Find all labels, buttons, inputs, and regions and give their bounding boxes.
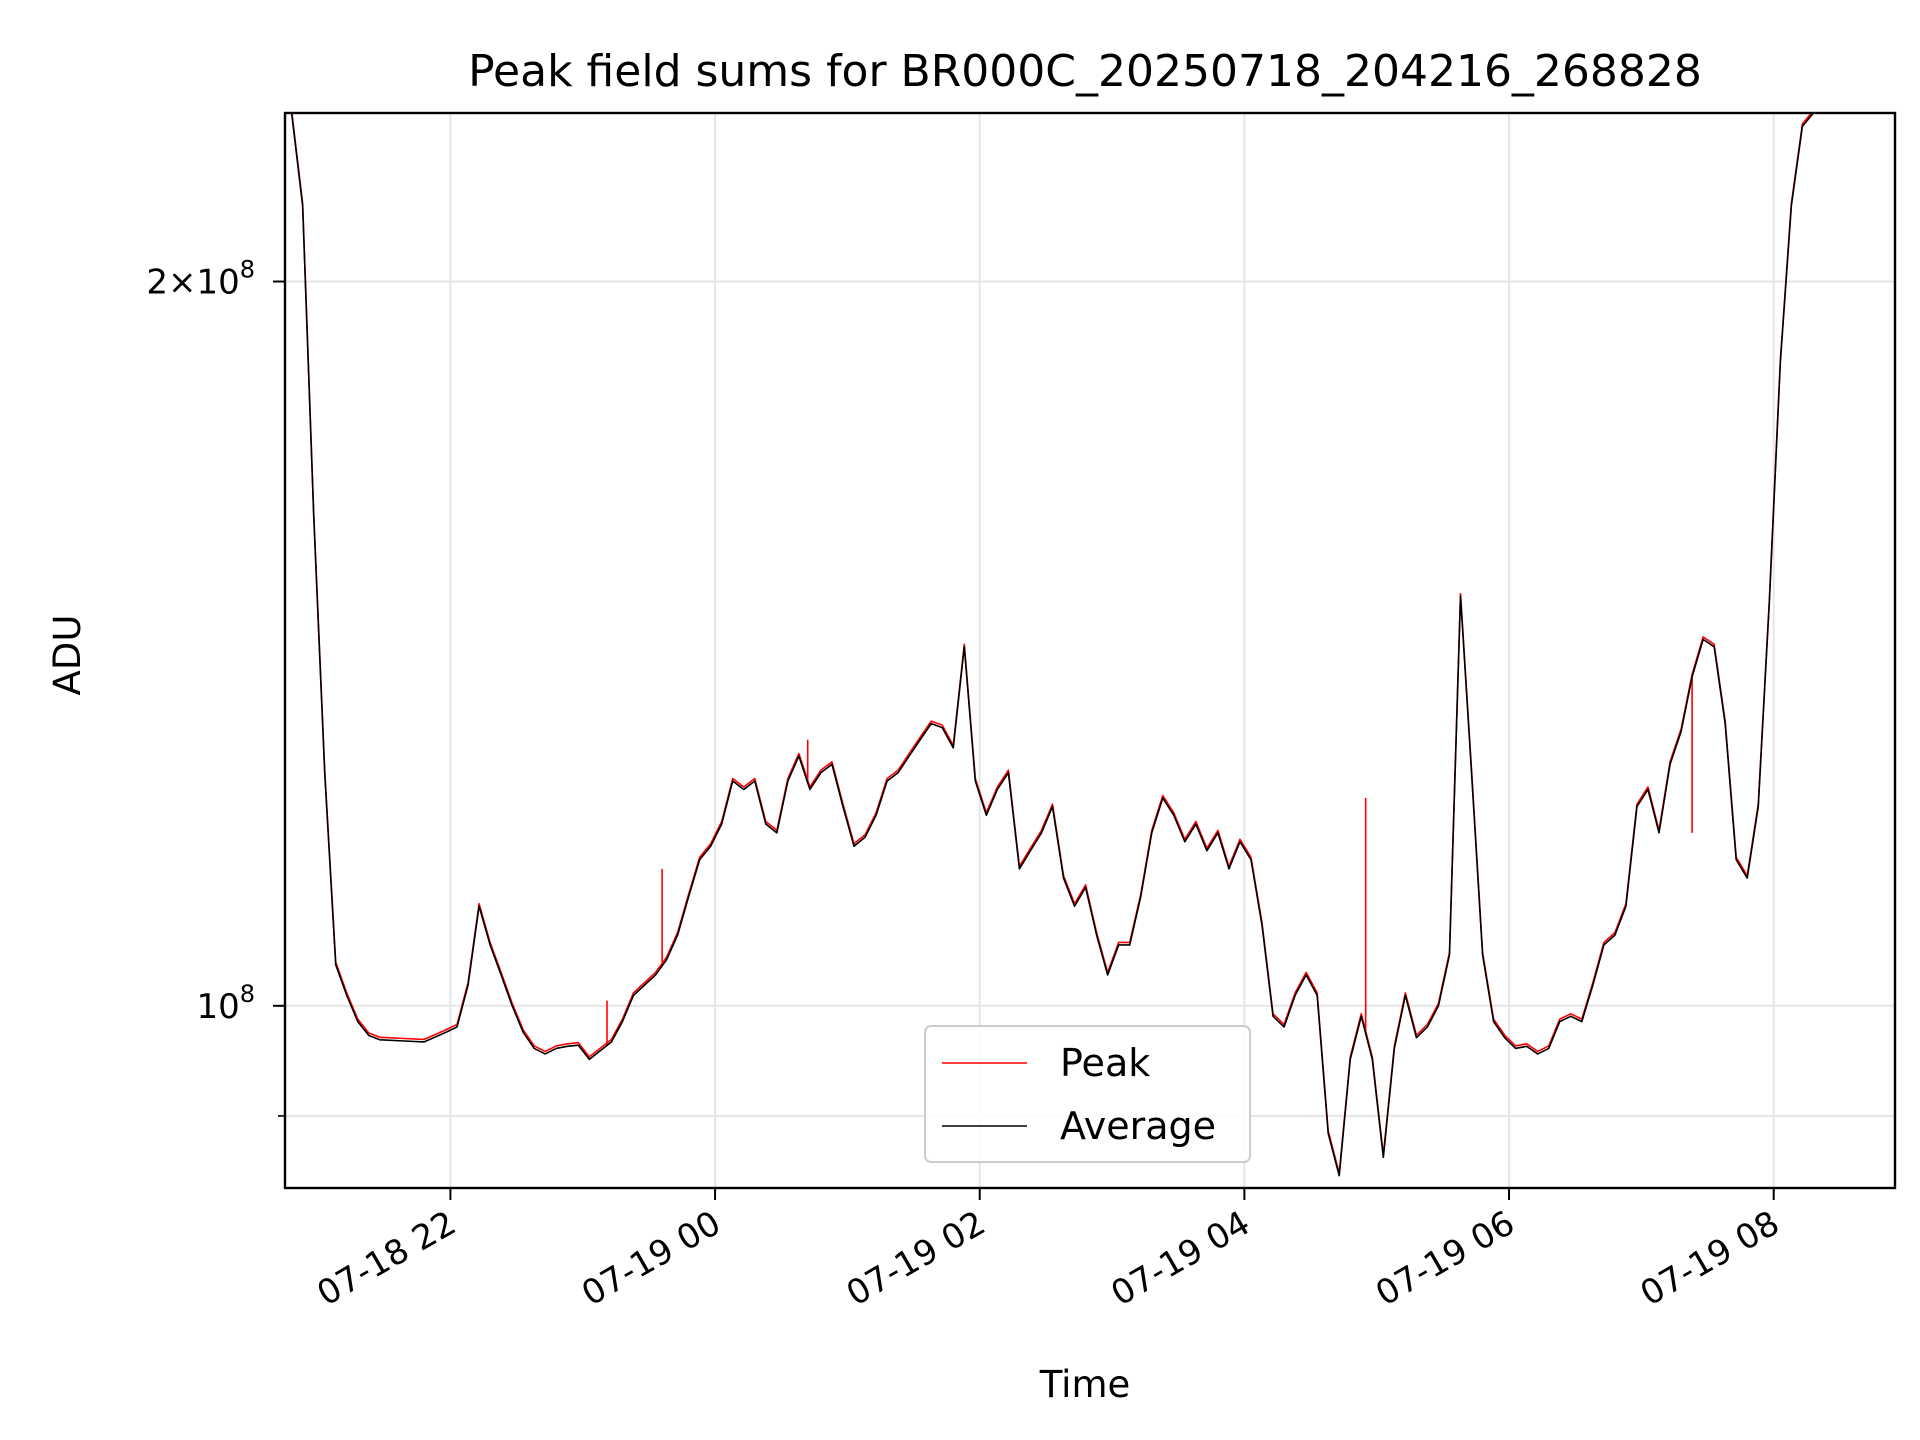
x-tick-label: 07-19 04 (1104, 1203, 1256, 1314)
legend: Peak Average (924, 1025, 1251, 1163)
average-series-line (290, 113, 1887, 1177)
x-axis-title: Time (1039, 1363, 1131, 1406)
series-layer (290, 113, 1887, 1177)
x-tick-label: 07-19 02 (840, 1203, 992, 1314)
y-axis-title: ADU (46, 615, 89, 696)
chart-title: Peak field sums for BR000C_20250718_2042… (468, 46, 1702, 97)
peak-series-line (291, 113, 1813, 1174)
x-tick-label: 07-19 06 (1369, 1203, 1521, 1314)
legend-peak-label: Peak (1060, 1041, 1150, 1085)
y-tick-label: 108 (196, 980, 255, 1027)
x-tick-label: 07-19 08 (1634, 1203, 1786, 1314)
legend-frame (924, 1025, 1251, 1163)
y-tick-label: 2×108 (146, 256, 255, 303)
x-tick-label: 07-19 00 (575, 1203, 727, 1314)
plot-frame (283, 111, 1897, 1190)
x-tick-label: 07-18 22 (311, 1203, 463, 1314)
legend-average-label: Average (1060, 1104, 1216, 1148)
